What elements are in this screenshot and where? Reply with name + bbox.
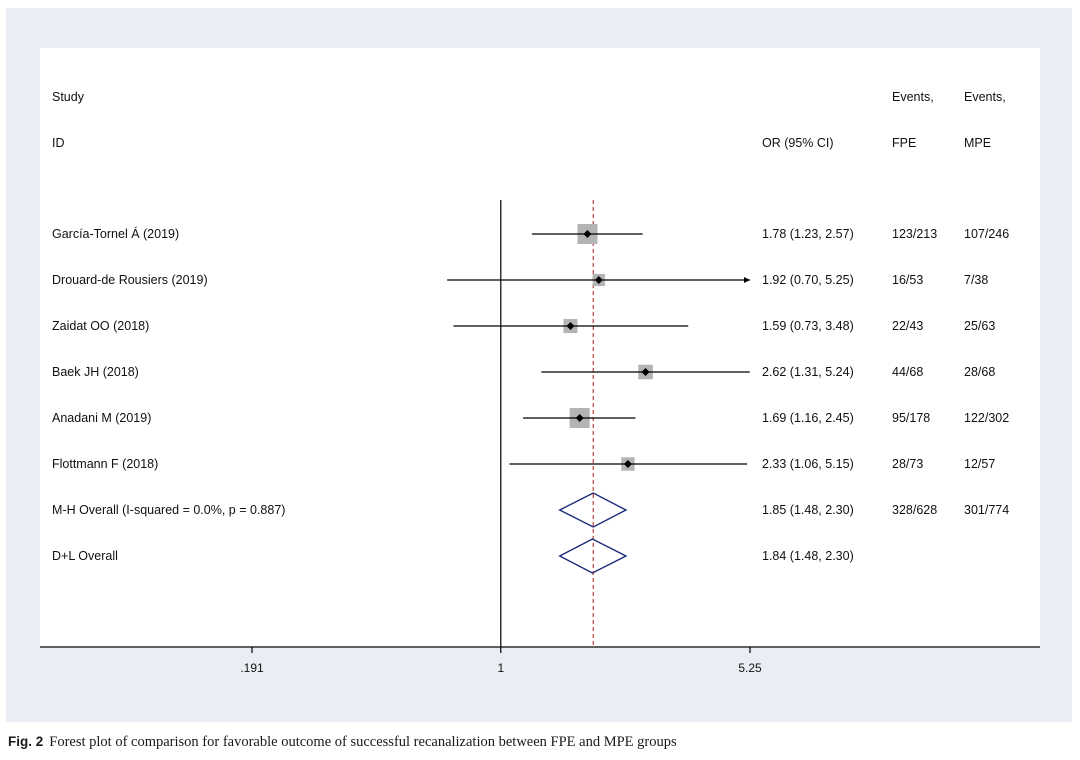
caption-text: Forest plot of comparison for favorable …: [49, 734, 677, 750]
study-name: García-Tornel Á (2019): [52, 226, 179, 241]
study-row: Flottmann F (2018) 2.33 (1.06, 5.15) 28/73…: [52, 457, 995, 471]
x-tick-label: 5.25: [738, 661, 762, 675]
plot-area: [40, 48, 1040, 648]
events-fpe: 22/43: [892, 319, 923, 333]
or-ci-text: 1.59 (0.73, 3.48): [762, 319, 854, 333]
events-mpe: 25/63: [964, 319, 995, 333]
header-study: Study: [52, 90, 85, 104]
header-events-mpe-2: MPE: [964, 136, 991, 150]
events-fpe: 328/628: [892, 503, 937, 517]
overall-diamond: [558, 492, 628, 528]
point-estimate: [623, 460, 632, 468]
study-row: Baek JH (2018) 2.62 (1.31, 5.24) 44/68 28/6…: [52, 364, 995, 380]
or-ci-text: 1.69 (1.16, 2.45): [762, 411, 854, 425]
x-tick-label: 1: [497, 661, 504, 675]
point-estimate: [575, 414, 584, 422]
events-mpe: 301/774: [964, 503, 1009, 517]
caption-label: Fig. 2: [8, 734, 44, 749]
study-name: Drouard-de Rousiers (2019): [52, 273, 208, 287]
events-mpe: 28/68: [964, 365, 995, 379]
study-name: Flottmann F (2018): [52, 457, 158, 471]
point-estimate: [641, 368, 650, 376]
overall-diamond: [558, 538, 628, 574]
or-ci-text: 2.62 (1.31, 5.24): [762, 365, 854, 379]
or-ci-text: 1.92 (0.70, 5.25): [762, 273, 854, 287]
point-estimate: [594, 276, 603, 284]
overall-row: D+L Overall 1.84 (1.48, 2.30): [52, 538, 854, 574]
study-name: Anadani M (2019): [52, 411, 151, 425]
point-estimate: [566, 322, 575, 330]
events-mpe: 7/38: [964, 273, 988, 287]
events-fpe: 16/53: [892, 273, 923, 287]
figure-caption: Fig. 2 Forest plot of comparison for favo…: [8, 734, 1068, 751]
study-name: Baek JH (2018): [52, 365, 139, 379]
header-events-fpe-1: Events,: [892, 90, 934, 104]
forest-plot: Study ID OR (95% CI) Events, FPE Events,…: [40, 48, 1040, 675]
overall-name: M-H Overall (I-squared = 0.0%, p = 0.887…: [52, 503, 285, 517]
or-ci-text: 1.84 (1.48, 2.30): [762, 549, 854, 563]
study-row: García-Tornel Á (2019) 1.78 (1.23, 2.57) 1…: [52, 224, 1009, 244]
or-ci-text: 2.33 (1.06, 5.15): [762, 457, 854, 471]
overall-row: M-H Overall (I-squared = 0.0%, p = 0.887…: [52, 492, 1009, 528]
events-mpe: 122/302: [964, 411, 1009, 425]
header: Study ID OR (95% CI) Events, FPE Events,…: [52, 90, 1006, 150]
study-name: Zaidat OO (2018): [52, 319, 149, 333]
study-row: Anadani M (2019) 1.69 (1.16, 2.45) 95/178 1…: [52, 408, 1009, 428]
header-events-mpe-1: Events,: [964, 90, 1006, 104]
study-row: Zaidat OO (2018) 1.59 (0.73, 3.48) 22/43 25…: [52, 319, 995, 333]
events-mpe: 107/246: [964, 227, 1009, 241]
study-rows: García-Tornel Á (2019) 1.78 (1.23, 2.57) 1…: [52, 224, 1009, 574]
events-fpe: 28/73: [892, 457, 923, 471]
or-ci-text: 1.85 (1.48, 2.30): [762, 503, 854, 517]
header-id: ID: [52, 136, 65, 150]
events-fpe: 95/178: [892, 411, 930, 425]
events-mpe: 12/57: [964, 457, 995, 471]
events-fpe: 44/68: [892, 365, 923, 379]
x-axis: .191 1 5.25: [40, 646, 1040, 675]
header-or: OR (95% CI): [762, 136, 834, 150]
overall-name: D+L Overall: [52, 549, 118, 563]
events-fpe: 123/213: [892, 227, 937, 241]
point-estimate: [583, 230, 592, 238]
ci-arrow: [744, 277, 750, 283]
x-tick-label: .191: [240, 661, 264, 675]
or-ci-text: 1.78 (1.23, 2.57): [762, 227, 854, 241]
study-row: Drouard-de Rousiers (2019) 1.92 (0.70, 5.…: [52, 273, 988, 287]
header-events-fpe-2: FPE: [892, 136, 916, 150]
